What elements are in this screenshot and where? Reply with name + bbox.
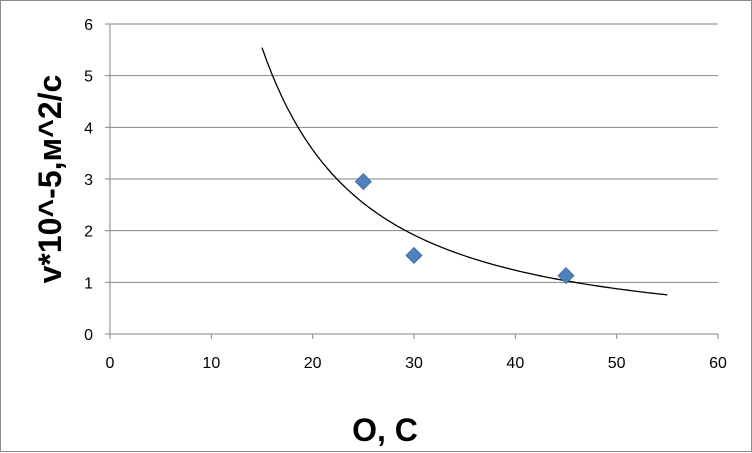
x-tick-label: 50 — [608, 355, 626, 372]
x-tick-labels: 0 10 20 30 40 50 60 — [106, 355, 727, 372]
data-point — [405, 246, 423, 265]
data-point — [354, 173, 372, 191]
x-tick-label: 40 — [506, 355, 524, 372]
x-tick-label: 20 — [304, 355, 322, 372]
y-tick-label: 5 — [84, 69, 93, 86]
x-tick-label: 10 — [202, 355, 220, 372]
trendline-layer — [261, 47, 668, 296]
y-tick-labels: 0 1 2 3 4 5 6 — [84, 17, 93, 344]
trendline — [261, 47, 668, 296]
y-tick-label: 4 — [84, 120, 93, 137]
y-tick-label: 0 — [84, 327, 93, 344]
y-tick-label: 6 — [84, 17, 93, 34]
axes — [105, 23, 719, 339]
y-tick-label: 2 — [84, 224, 93, 241]
y-tick-label: 3 — [84, 172, 93, 189]
x-tick-label: 60 — [709, 355, 727, 372]
data-point — [557, 267, 575, 285]
x-tick-label: 0 — [106, 355, 115, 372]
y-tick-label: 1 — [84, 275, 93, 292]
data-points — [354, 173, 575, 285]
gridlines — [110, 23, 718, 283]
x-axis-title: O, C — [352, 412, 418, 448]
y-axis-title: v*10^-5,м^2/c — [32, 75, 68, 284]
x-tick-label: 30 — [405, 355, 423, 372]
